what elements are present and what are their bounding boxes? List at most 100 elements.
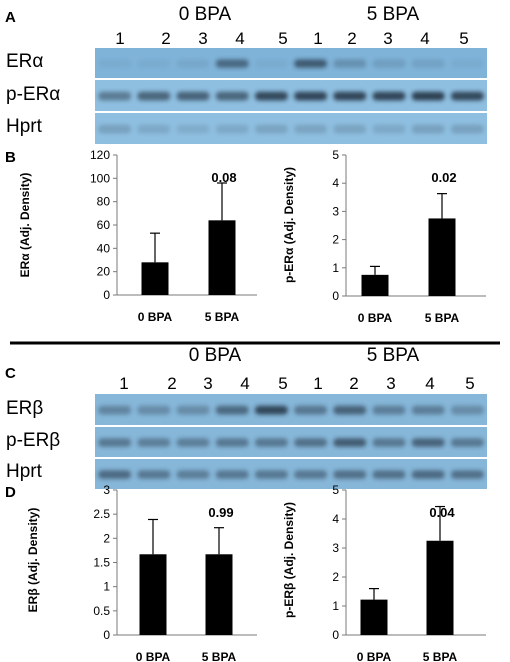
blot-a-lane-label: 1 xyxy=(115,29,124,48)
y-tick-label: 1 xyxy=(332,261,339,275)
y-tick-label: 2 xyxy=(103,531,110,545)
blot-band xyxy=(450,59,484,68)
blot-band xyxy=(372,470,406,479)
blot-band xyxy=(411,470,445,479)
blot-c-group-0: 0 BPA xyxy=(189,345,242,366)
blot-c-row-label: ERβ xyxy=(6,398,43,419)
blot-band xyxy=(254,405,288,415)
y-tick-label: 5 xyxy=(332,483,339,497)
blot-a-lane-label: 5 xyxy=(459,29,468,48)
blot-band xyxy=(450,91,484,101)
blot-strip xyxy=(95,113,487,144)
blot-c-lane-label: 5 xyxy=(465,374,474,393)
y-tick-label: 5 xyxy=(332,148,339,162)
blot-band xyxy=(450,438,484,447)
blot-band xyxy=(372,91,406,101)
blot-c-lane-label: 2 xyxy=(167,374,176,393)
y-tick-label: 3 xyxy=(332,204,339,218)
blot-band xyxy=(333,470,367,479)
blot-band xyxy=(137,470,171,479)
blot-band xyxy=(98,438,132,447)
blot-strip xyxy=(95,459,487,489)
bar xyxy=(428,218,456,296)
blot-band xyxy=(333,438,367,447)
blot-band xyxy=(372,405,406,415)
blot-band xyxy=(294,59,328,68)
y-tick-label: 4 xyxy=(332,176,339,190)
blot-band xyxy=(215,59,249,68)
category-label: 5 BPA xyxy=(202,650,237,662)
blot-band xyxy=(372,438,406,447)
blot-band xyxy=(294,124,328,134)
panel-letter-b: B xyxy=(5,149,16,166)
blot-band xyxy=(333,124,367,134)
blot-band xyxy=(137,405,171,415)
chart-p-erb: 0 1 2 3 4 5 0 BPA 5 BPA 0.04 p-ERβ (Adj. Density) xyxy=(282,483,486,662)
blot-strip xyxy=(95,427,487,457)
blot-c-lane-label: 1 xyxy=(119,374,128,393)
blot-c-group-1: 5 BPA xyxy=(367,345,420,366)
y-tick-label: 2 xyxy=(332,233,339,247)
blot-c-lane-label: 3 xyxy=(203,374,212,393)
blot-a-row-label: ERα xyxy=(6,51,43,72)
blot-band xyxy=(294,91,328,101)
chart-era: 0 20 40 60 80 100 120 0 BPA 5 BPA 0.08 ERα (Adj. D… xyxy=(18,148,257,324)
blot-band xyxy=(333,91,367,101)
blot-band xyxy=(215,91,249,101)
blot-band xyxy=(254,124,288,134)
blot-a-group-0: 0 BPA xyxy=(179,4,232,25)
blot-c: 0 BPA 5 BPA 1 2 3 4 5 1 2 3 4 5 ERβ p-ER… xyxy=(6,345,487,489)
blot-a-row-label: Hprt xyxy=(6,116,43,137)
category-label: 0 BPA xyxy=(138,310,173,324)
y-tick-label: 0 xyxy=(103,288,110,302)
y-axis-label: ERβ (Adj. Density) xyxy=(26,508,40,613)
y-tick-label: 1 xyxy=(103,580,110,594)
blot-band xyxy=(98,124,132,134)
y-tick-label: 0 xyxy=(332,289,339,303)
y-tick-label: 2 xyxy=(332,570,339,584)
y-axis-label: ERα (Adj. Density) xyxy=(18,173,32,278)
chart-erb: 0 0.5 1 1.5 2 2.5 3 0 BPA 5 BPA 0.99 ERβ (Adj. Den… xyxy=(26,483,257,662)
blot-band xyxy=(215,124,249,134)
blot-band xyxy=(215,405,249,415)
blot-a-row-label: p-ERα xyxy=(6,84,60,105)
blot-strip xyxy=(95,48,487,78)
blot-band xyxy=(176,470,210,479)
bar xyxy=(360,599,388,635)
blot-band xyxy=(137,59,171,68)
blot-band xyxy=(176,124,210,134)
blot-a-lane-label: 3 xyxy=(198,29,207,48)
bar xyxy=(139,554,167,635)
bar xyxy=(426,540,454,635)
category-label: 0 BPA xyxy=(136,650,171,662)
p-value-label: 0.04 xyxy=(429,505,455,520)
y-tick-label: 20 xyxy=(97,265,111,279)
blot-band xyxy=(294,470,328,479)
blot-band xyxy=(411,91,445,101)
blot-band xyxy=(254,438,288,447)
blot-band xyxy=(254,59,288,68)
blot-c-lane-label: 3 xyxy=(386,374,395,393)
blot-c-lane-label: 5 xyxy=(278,374,287,393)
bar xyxy=(205,554,233,635)
panel-letter-a: A xyxy=(5,9,16,26)
y-tick-label: 1 xyxy=(332,599,339,613)
blot-a-lane-label: 1 xyxy=(313,29,322,48)
blot-band xyxy=(450,124,484,134)
blot-band xyxy=(333,405,367,415)
blot-strip xyxy=(95,80,487,111)
blot-c-lane-label: 4 xyxy=(425,374,434,393)
panel-letter-c: C xyxy=(5,365,16,382)
y-tick-label: 60 xyxy=(97,218,111,232)
category-label: 5 BPA xyxy=(205,310,240,324)
p-value-label: 0.99 xyxy=(208,505,233,520)
category-label: 0 BPA xyxy=(358,311,393,325)
blot-band xyxy=(137,91,171,101)
blot-band xyxy=(176,405,210,415)
blot-band xyxy=(98,59,132,68)
blot-c-lane-label: 1 xyxy=(313,374,322,393)
blot-band xyxy=(411,405,445,415)
blot-a-lane-label: 2 xyxy=(161,29,170,48)
category-label: 5 BPA xyxy=(423,650,458,662)
